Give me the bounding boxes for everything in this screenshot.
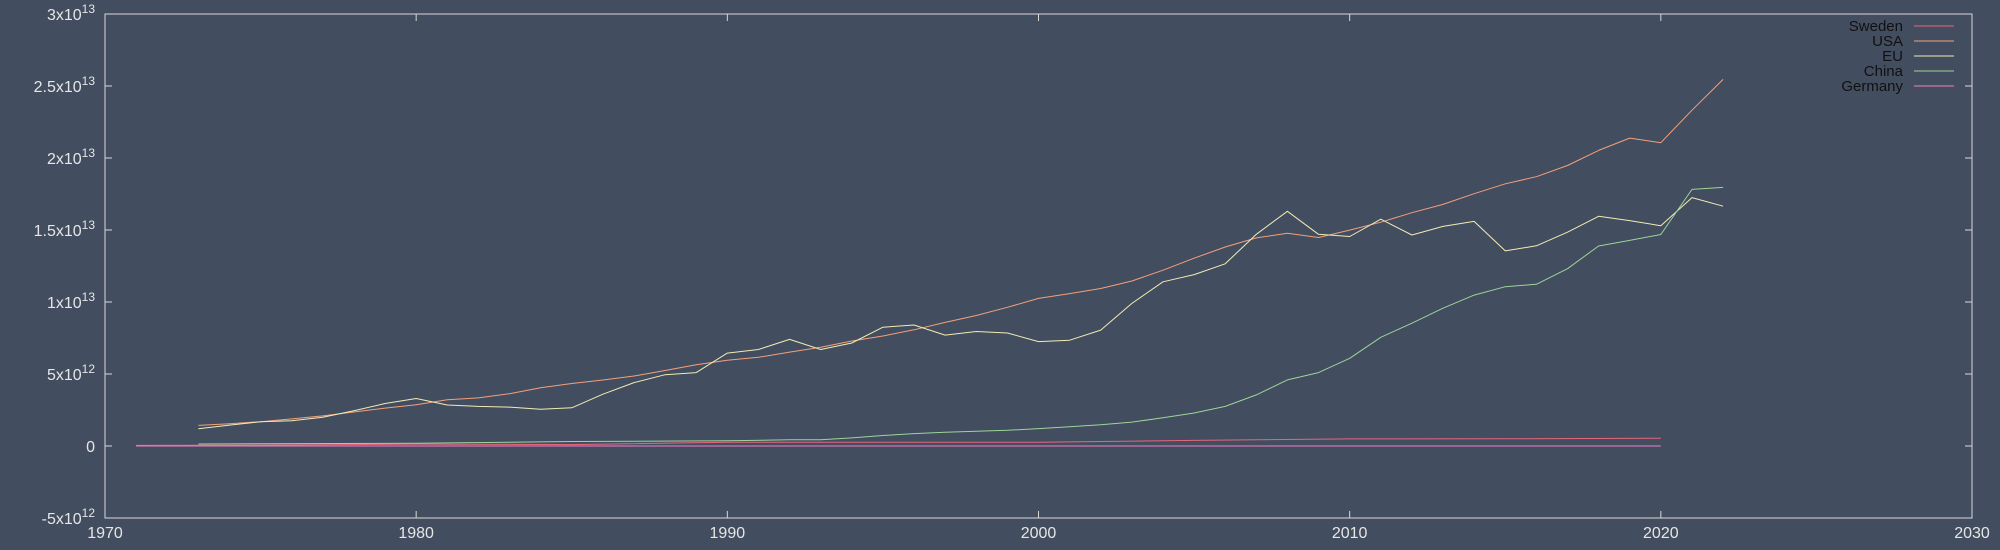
y-tick-label: 2.5x1013 <box>34 74 96 96</box>
y-tick-mantissa: 2.5x10 <box>34 79 82 96</box>
y-tick-exponent: 13 <box>82 146 96 160</box>
y-tick-label: 3x1013 <box>47 2 95 24</box>
y-tick-label: -5x1012 <box>42 506 96 528</box>
y-tick-mantissa: 1.5x10 <box>34 223 82 240</box>
legend-label-sweden: Sweden <box>1849 18 1903 35</box>
series-lines <box>136 79 1724 447</box>
y-tick-mantissa: -5x10 <box>42 511 82 528</box>
y-tick-exponent: 13 <box>82 74 96 88</box>
series-line-china <box>198 186 1724 445</box>
y-tick-label: 5x1012 <box>47 362 95 384</box>
x-tick-label: 2000 <box>1021 525 1057 542</box>
y-tick-label: 1.5x1013 <box>34 218 96 240</box>
y-tick-exponent: 13 <box>82 218 96 232</box>
y-tick-mantissa: 5x10 <box>47 367 82 384</box>
y-tick-exponent: 12 <box>82 506 96 520</box>
y-tick-exponent: 12 <box>82 362 96 376</box>
series-line-sweden <box>136 437 1661 446</box>
x-axis: 1970 1980 1990 2000 2010 2020 2030 <box>87 14 1990 542</box>
series-line-usa <box>198 79 1724 426</box>
y-tick-mantissa: 1x10 <box>47 295 82 312</box>
legend-label-eu: EU <box>1882 48 1903 65</box>
legend-label-usa: USA <box>1872 33 1903 50</box>
y-tick-mantissa: 3x10 <box>47 7 82 24</box>
y-axis: -5x101205x10121x10131.5x10132x10132.5x10… <box>34 2 1972 528</box>
series-line-eu <box>198 197 1724 430</box>
x-tick-label: 2030 <box>1954 525 1990 542</box>
y-tick-label: 0 <box>86 439 95 456</box>
x-tick-label: 2010 <box>1332 525 1368 542</box>
y-tick-exponent: 13 <box>82 2 96 16</box>
legend-label-germany: Germany <box>1841 78 1903 95</box>
y-tick-label: 1x1013 <box>47 290 95 312</box>
x-tick-label: 1990 <box>710 525 746 542</box>
y-tick-exponent: 13 <box>82 290 96 304</box>
x-tick-label: 1980 <box>398 525 434 542</box>
x-tick-label: 2020 <box>1643 525 1679 542</box>
y-tick-label: 2x1013 <box>47 146 95 168</box>
x-tick-label: 1970 <box>87 525 123 542</box>
y-tick-mantissa: 2x10 <box>47 151 82 168</box>
legend-label-china: China <box>1864 63 1904 80</box>
